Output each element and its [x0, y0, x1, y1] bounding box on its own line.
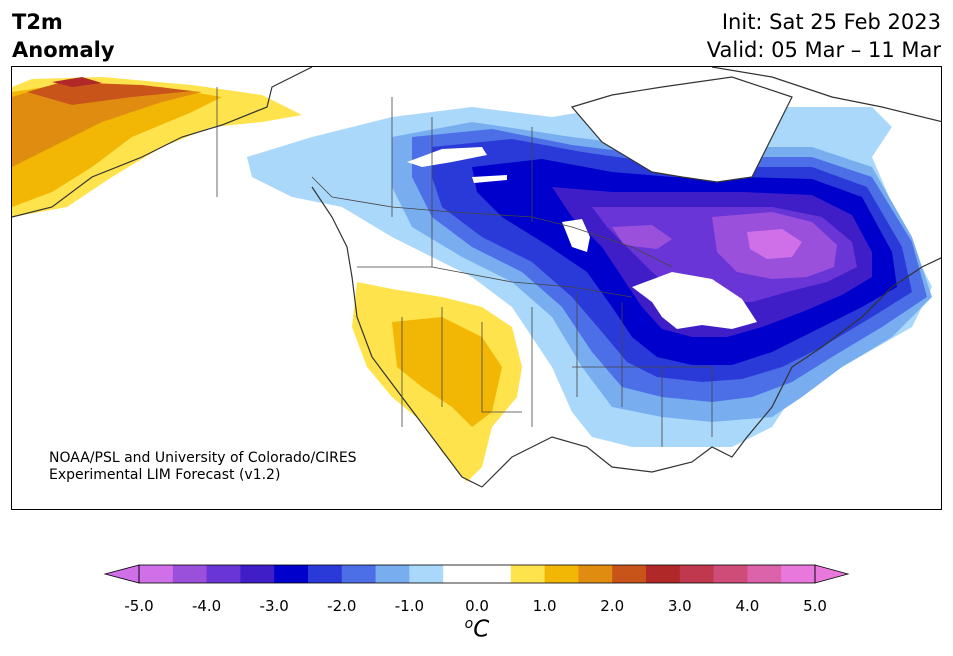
title-line-2: Anomaly [12, 38, 115, 62]
lake-winnipeg [562, 219, 590, 252]
colorbar-bin [781, 565, 816, 583]
colorbar-bin [646, 565, 681, 583]
map-canvas [12, 67, 941, 488]
colorbar-frame [138, 564, 816, 584]
colorbar-tick-label: 4.0 [735, 597, 760, 615]
alaska-warm-core [27, 82, 192, 105]
cold-band-9 [747, 229, 802, 259]
colorbar-bin [375, 565, 410, 583]
colorbar-bin [172, 565, 207, 583]
colorbar-bin [544, 565, 579, 583]
init-date: Init: Sat 25 Feb 2023 [721, 10, 941, 34]
colorbar-tick-label: 2.0 [600, 597, 625, 615]
unit-label: oC [465, 616, 490, 643]
colorbar [103, 564, 850, 584]
coastlines [12, 67, 941, 488]
colorbar-tick-label: 1.0 [532, 597, 557, 615]
cold-band-mid-purple [612, 225, 672, 249]
colorbar-bin [341, 565, 376, 583]
colorbar-under-arrow [103, 564, 140, 584]
colorbar-bin [308, 565, 343, 583]
colorbar-bin [510, 565, 545, 583]
colorbar-bin [240, 565, 275, 583]
valid-range: Valid: 05 Mar – 11 Mar [706, 38, 941, 62]
colorbar-tick-label: 5.0 [803, 597, 827, 615]
colorbar-tick-label: -1.0 [394, 597, 425, 615]
colorbar-bin [206, 565, 241, 583]
colorbar-bins [139, 565, 816, 583]
alaska-warm-peak [52, 77, 102, 87]
colorbar-bin [274, 565, 309, 583]
credit-line-1: NOAA/PSL and University of Colorado/CIRE… [49, 450, 357, 466]
colorbar-tick-label: 0.0 [465, 597, 489, 615]
title-line-1: T2m [12, 10, 63, 34]
colorbar-bin [612, 565, 647, 583]
map-title: T2m Anomaly [12, 8, 115, 64]
credit-line-2: Experimental LIM Forecast (v1.2) [49, 467, 281, 483]
colorbar-tick-label: -2.0 [327, 597, 357, 615]
unit-symbol: C [473, 616, 490, 643]
colorbar-over-arrow [814, 564, 850, 584]
data-credit: NOAA/PSL and University of Colorado/CIRE… [49, 450, 357, 484]
southwest-warm-inner [392, 317, 502, 427]
alaska-warm-inner [12, 85, 202, 167]
colorbar-bin [747, 565, 782, 583]
forecast-dates: Init: Sat 25 Feb 2023 Valid: 05 Mar – 11… [707, 8, 941, 64]
colorbar-tick-label: -5.0 [124, 597, 154, 615]
anomaly-map [11, 66, 942, 510]
colorbar-tick-label: -3.0 [259, 597, 289, 615]
unit-degree: o [464, 616, 474, 632]
state-province-borders [216, 87, 713, 447]
hudson-bay [572, 77, 792, 182]
colorbar-bin [139, 565, 174, 583]
colorbar-bin [578, 565, 613, 583]
colorbar-bin [713, 565, 748, 583]
colorbar-bin [409, 565, 444, 583]
colorbar-bin [443, 565, 512, 583]
great-slave-lake [407, 147, 487, 167]
colorbar-bin [679, 565, 714, 583]
colorbar-tick-label: 3.0 [667, 597, 692, 615]
colorbar-tick-label: -4.0 [191, 597, 222, 615]
great-lakes [632, 272, 757, 329]
lake-athabasca [472, 175, 507, 183]
